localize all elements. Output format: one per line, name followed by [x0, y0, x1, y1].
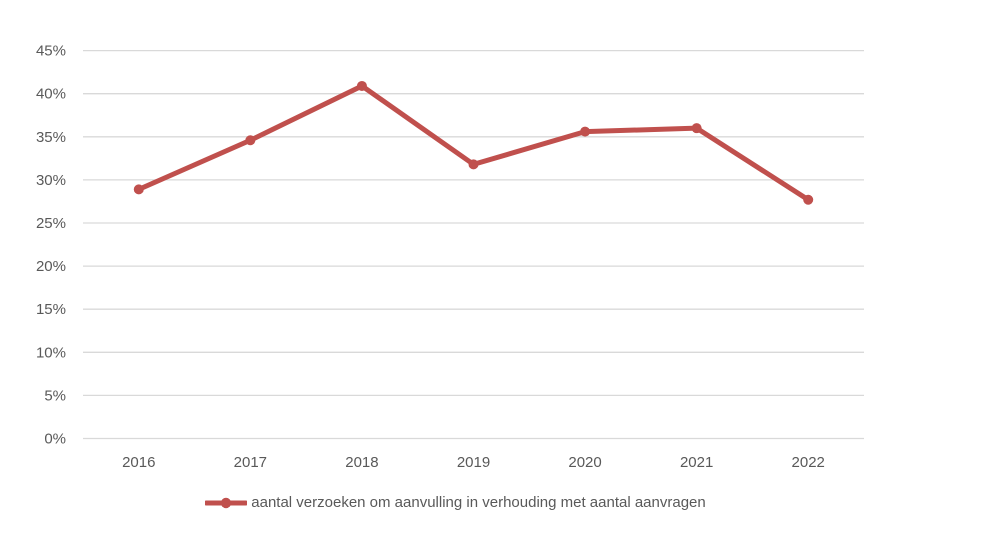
legend-label: aantal verzoeken om aanvulling in verhou…	[251, 494, 706, 511]
y-axis-tick-labels: 0% 5% 10% 15% 20% 25% 30% 35% 40% 45%	[36, 43, 66, 448]
y-tick-label: 30%	[36, 172, 66, 189]
x-tick-label: 2016	[122, 454, 155, 471]
data-point-2020	[580, 126, 591, 137]
data-point-2021	[691, 123, 702, 134]
y-tick-label: 20%	[36, 258, 66, 275]
y-tick-label: 25%	[36, 215, 66, 232]
legend: aantal verzoeken om aanvulling in verhou…	[0, 494, 951, 511]
x-axis-tick-labels: 2016 2017 2018 2019 2020 2021 2022	[122, 454, 825, 471]
series-line	[136, 83, 811, 203]
y-tick-label: 45%	[36, 43, 66, 60]
x-tick-label: 2020	[568, 454, 601, 471]
series-markers	[133, 80, 814, 205]
y-tick-label: 5%	[44, 387, 66, 404]
y-tick-label: 0%	[44, 431, 66, 448]
y-tick-label: 40%	[36, 86, 66, 103]
y-tick-label: 35%	[36, 129, 66, 146]
y-tick-label: 15%	[36, 301, 66, 318]
legend-line-marker-icon	[205, 497, 248, 508]
data-point-2022	[803, 194, 814, 205]
data-point-2018	[356, 80, 367, 91]
x-tick-label: 2017	[234, 454, 267, 471]
x-tick-label: 2022	[792, 454, 825, 471]
gridlines	[83, 49, 864, 440]
x-tick-label: 2021	[680, 454, 713, 471]
x-tick-label: 2019	[457, 454, 490, 471]
data-point-2019	[468, 159, 479, 170]
y-tick-label: 10%	[36, 344, 66, 361]
x-tick-label: 2018	[345, 454, 378, 471]
data-point-2016	[133, 184, 144, 195]
data-point-2017	[245, 135, 256, 146]
